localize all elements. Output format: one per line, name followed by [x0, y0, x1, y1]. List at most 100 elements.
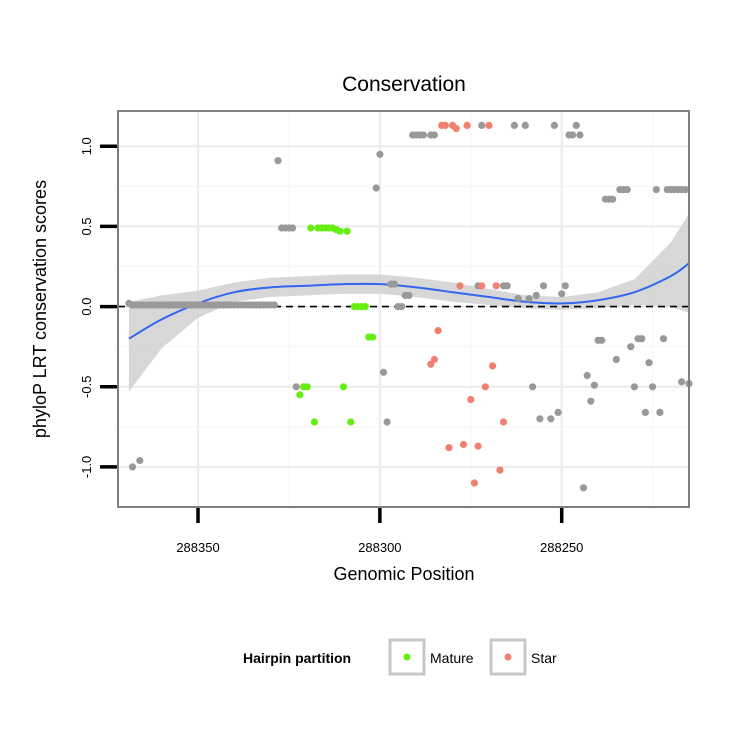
- plot-panel: [117, 110, 693, 508]
- point-star: [456, 282, 464, 290]
- point-other: [652, 186, 660, 194]
- point-other: [383, 418, 391, 426]
- point-other: [270, 301, 278, 309]
- legend-label-mature: Mature: [430, 650, 474, 666]
- point-other: [525, 295, 533, 303]
- point-other: [136, 456, 144, 465]
- point-other: [376, 150, 384, 158]
- point-other: [554, 408, 562, 416]
- point-mature: [343, 227, 351, 235]
- x-tick-label: 288250: [540, 540, 583, 555]
- point-other: [503, 282, 511, 290]
- point-other: [681, 186, 690, 194]
- point-other: [598, 336, 606, 344]
- y-axis-title: phyloP LRT conservation scores: [30, 180, 50, 438]
- point-other: [405, 291, 413, 299]
- point-other: [576, 131, 584, 139]
- point-other: [521, 121, 529, 129]
- point-star: [467, 396, 475, 404]
- point-other: [372, 184, 380, 192]
- point-other: [529, 383, 537, 391]
- point-other: [609, 195, 617, 203]
- point-star: [489, 362, 497, 370]
- point-other: [292, 383, 300, 391]
- point-other: [627, 343, 635, 351]
- point-other: [419, 131, 428, 139]
- point-other: [656, 408, 664, 416]
- point-other: [630, 383, 639, 391]
- point-star: [481, 383, 489, 391]
- point-mature: [307, 224, 315, 232]
- y-tick-label: 1.0: [79, 137, 94, 155]
- smooth-line: [128, 262, 690, 340]
- point-other: [587, 397, 595, 405]
- point-mature: [336, 227, 344, 235]
- point-other: [572, 121, 580, 129]
- point-other: [514, 295, 522, 303]
- data-points: [125, 121, 693, 492]
- point-other: [579, 484, 588, 492]
- point-other: [612, 355, 620, 364]
- point-star: [470, 479, 478, 487]
- point-star: [452, 125, 460, 133]
- point-other: [478, 121, 486, 129]
- point-mature: [310, 418, 318, 426]
- point-other: [638, 335, 646, 343]
- point-star: [430, 355, 438, 364]
- point-mature: [339, 383, 348, 391]
- point-other: [547, 415, 555, 423]
- point-other: [678, 378, 686, 386]
- y-tick-label: -0.5: [79, 376, 94, 398]
- point-star: [463, 121, 471, 129]
- point-star: [478, 282, 486, 290]
- panel-border: [117, 110, 690, 508]
- point-star: [496, 466, 504, 474]
- point-other: [510, 121, 518, 129]
- point-other: [379, 368, 388, 376]
- legend: Hairpin partition Mature Star: [243, 638, 557, 676]
- legend-label-star: Star: [531, 650, 557, 666]
- point-mature: [347, 418, 355, 426]
- point-mature: [361, 303, 369, 311]
- point-other: [539, 282, 548, 290]
- y-axis: -1.0 -0.5 0.0 0.5 1.0: [79, 137, 117, 478]
- x-tick-label: 288350: [176, 540, 219, 555]
- x-tick-label: 288300: [358, 540, 401, 555]
- point-other: [659, 335, 668, 343]
- point-other: [641, 408, 650, 416]
- point-other: [398, 303, 406, 311]
- point-mature: [303, 383, 311, 391]
- point-mature: [369, 333, 377, 341]
- point-other: [558, 290, 566, 298]
- point-other: [561, 282, 569, 290]
- point-other: [550, 121, 559, 129]
- point-other: [645, 359, 653, 367]
- x-axis: 288350 288300 288250: [176, 508, 583, 555]
- point-other: [289, 224, 297, 232]
- point-star: [441, 121, 449, 129]
- point-other: [590, 381, 599, 389]
- legend-dot-star: [504, 653, 512, 661]
- y-tick-label: 0.0: [79, 298, 94, 316]
- point-star: [474, 442, 482, 450]
- legend-key-mature: [388, 638, 426, 676]
- chart-title: Conservation: [342, 73, 466, 96]
- point-other: [623, 186, 631, 194]
- point-other: [583, 371, 591, 380]
- point-star: [492, 282, 500, 290]
- y-tick-label: 0.5: [79, 217, 94, 235]
- point-other: [274, 157, 282, 165]
- point-mature: [296, 391, 304, 399]
- point-star: [434, 327, 442, 335]
- point-star: [459, 440, 468, 449]
- point-other: [532, 291, 540, 299]
- point-other: [536, 415, 544, 423]
- smooth-curve: [128, 262, 690, 340]
- point-other: [128, 463, 137, 471]
- point-other: [430, 131, 438, 139]
- x-axis-title: Genomic Position: [333, 564, 474, 584]
- point-star: [499, 418, 508, 426]
- point-other: [390, 280, 398, 288]
- point-star: [445, 444, 453, 452]
- legend-title: Hairpin partition: [243, 650, 351, 666]
